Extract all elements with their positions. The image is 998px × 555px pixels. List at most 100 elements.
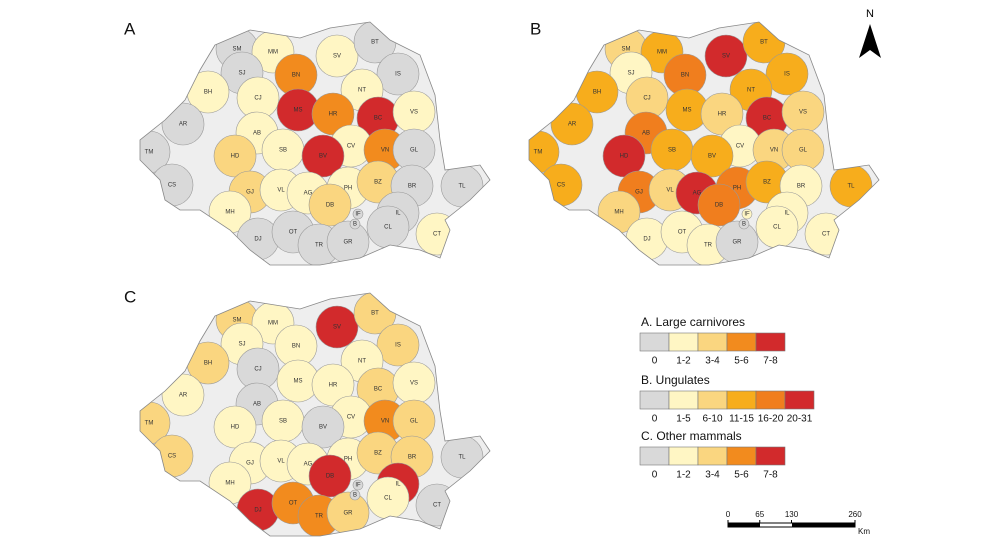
county-label: GJ — [635, 190, 643, 196]
county-label: BT — [760, 40, 768, 46]
county-label: SB — [279, 148, 287, 154]
scale-label: 0 — [726, 510, 731, 519]
county-label: BT — [371, 311, 379, 317]
county-label: DJ — [254, 508, 261, 514]
county-label: NT — [358, 359, 366, 365]
county-label: AR — [179, 122, 188, 128]
county-label: TM — [145, 421, 154, 427]
county-label: GJ — [246, 190, 254, 196]
county-label: SB — [668, 148, 676, 154]
county-label: HR — [718, 112, 727, 118]
county-label: IS — [395, 72, 401, 78]
north-arrow: N — [859, 8, 881, 58]
legend-swatch — [668, 390, 699, 410]
county-label: B — [353, 222, 357, 228]
county-label: SM — [233, 47, 242, 53]
county-label: AB — [253, 131, 261, 137]
county-area — [301, 134, 345, 178]
legend-swatch — [697, 390, 728, 410]
county-label: CS — [168, 454, 176, 460]
county-area — [308, 454, 352, 498]
county-label: IL — [395, 211, 401, 217]
county-label: CV — [347, 415, 355, 421]
legend-swatch — [755, 390, 786, 410]
scale-label: 260 — [848, 510, 862, 519]
county-label: BH — [204, 361, 212, 367]
county-label: VL — [277, 459, 285, 465]
legend-swatch — [726, 390, 757, 410]
county-label: TM — [534, 150, 543, 156]
county-label: VN — [381, 148, 389, 154]
county-area — [161, 373, 205, 417]
county-label: VS — [410, 110, 418, 116]
legend-title: C. Other mammals — [641, 429, 742, 443]
map-letter: C — [124, 287, 136, 306]
north-arrow-shape — [859, 24, 881, 58]
county-label: GR — [733, 240, 743, 246]
county-label: OT — [289, 230, 298, 236]
county-label: CT — [433, 503, 441, 509]
county-label: TR — [315, 243, 324, 249]
county-label: TR — [704, 243, 713, 249]
legend-label: 1-5 — [676, 414, 691, 425]
county-label: IS — [784, 72, 790, 78]
legend-title: A. Large carnivores — [641, 315, 745, 329]
county-area — [704, 34, 748, 78]
county-label: DB — [326, 203, 334, 209]
county-label: SB — [279, 419, 287, 425]
map: SM MM SV BT SJ BN IS BH CJ NT MS HR BC VS AR AB SB CV VN GL… — [139, 21, 491, 266]
county-label: SJ — [627, 71, 634, 77]
county-label: IF — [355, 212, 361, 218]
county-area — [315, 305, 359, 349]
county-label: IF — [744, 212, 750, 218]
map-letter: A — [124, 19, 136, 38]
legend-swatch — [755, 332, 786, 352]
county-label: VL — [277, 188, 285, 194]
county-label: AG — [304, 191, 313, 197]
county-label: AG — [693, 191, 702, 197]
county-area — [161, 102, 205, 146]
county-label: AR — [179, 393, 188, 399]
county-area — [738, 218, 750, 230]
county-label: MS — [683, 108, 692, 114]
scale-seg — [728, 523, 760, 527]
county-label: HD — [620, 154, 629, 160]
legend-label: 6-10 — [702, 414, 722, 425]
country-outline — [139, 292, 491, 537]
county-label: BH — [593, 90, 601, 96]
county-area — [352, 208, 364, 220]
legend-label: 0 — [652, 356, 658, 367]
legend-swatch — [639, 390, 670, 410]
legend-swatch — [639, 332, 670, 352]
county-area — [376, 323, 420, 367]
legend-swatch — [726, 446, 757, 466]
county-label: PH — [344, 186, 352, 192]
legend-label: 7-8 — [763, 356, 778, 367]
county-area — [315, 34, 359, 78]
county-label: PH — [344, 457, 352, 463]
county-label: TL — [458, 455, 466, 461]
county-label: TR — [315, 514, 324, 520]
county-label: BN — [681, 73, 689, 79]
county-label: MH — [225, 210, 234, 216]
county-label: BR — [408, 455, 417, 461]
county-label: CT — [822, 232, 830, 238]
county-label: OT — [289, 501, 298, 507]
legend-label: 7-8 — [763, 470, 778, 481]
county-label: HR — [329, 383, 338, 389]
county-label: AG — [304, 462, 313, 468]
county-label: IS — [395, 343, 401, 349]
county-label: IL — [784, 211, 790, 217]
map: SM MM SV BT SJ BN IS BH CJ NT MS HR BC VS AR AB SB CV VN GL… — [139, 292, 491, 537]
county-label: GJ — [246, 461, 254, 467]
county-label: CJ — [254, 96, 261, 102]
county-label: DB — [715, 203, 723, 209]
county-label: BV — [319, 425, 327, 431]
county-label: BN — [292, 73, 300, 79]
county-label: SM — [233, 318, 242, 324]
county-label: DJ — [254, 237, 261, 243]
scale-label: 65 — [755, 510, 764, 519]
county-label: MM — [268, 50, 278, 56]
county-area — [349, 489, 361, 501]
county-label: CT — [433, 232, 441, 238]
